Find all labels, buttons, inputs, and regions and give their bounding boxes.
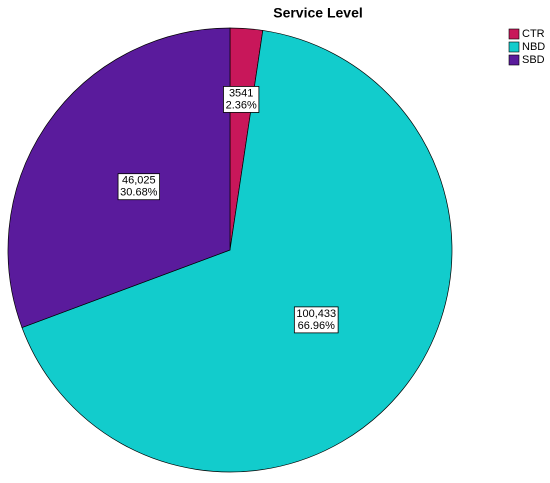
pie-slice [21,30,453,473]
label-box [117,173,160,201]
legend-swatch [508,28,520,40]
chart-title: Service Level [273,5,363,21]
value-label: 46,025 [122,175,156,187]
percent-label: 30.68% [120,187,158,199]
percent-label: 2.36% [226,99,257,111]
legend-label: NBD [522,41,545,53]
percent-label: 66.96% [298,320,336,332]
value-label: 3541 [229,87,253,99]
legend-label: SBD [522,54,545,66]
label-box [223,86,260,113]
legend-label: CTR [522,28,545,40]
label-box [293,306,339,334]
legend-swatch [508,41,520,53]
legend-swatch [508,54,520,66]
value-label: 100,433 [296,308,336,320]
